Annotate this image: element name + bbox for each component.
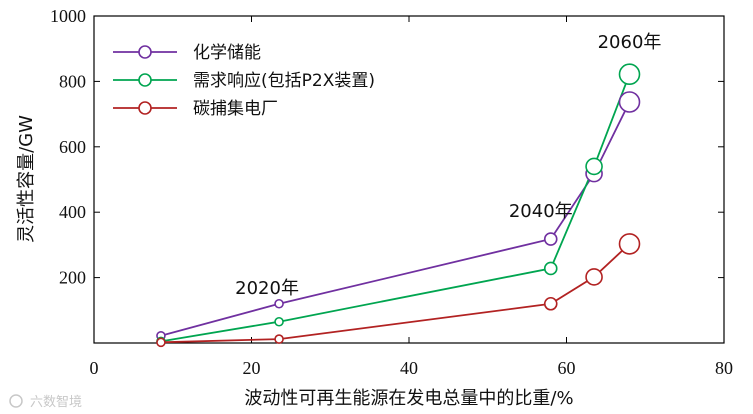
x-tick-label: 60: [558, 358, 576, 378]
y-tick-label: 200: [59, 268, 86, 288]
legend-marker-chemical-storage: [138, 45, 152, 59]
series-markers: [156, 63, 641, 348]
data-point-2-3: [585, 268, 603, 286]
annotation-year-label: 2060年: [598, 32, 662, 53]
data-point-2-0: [156, 337, 166, 348]
data-point-1-4: [618, 63, 641, 86]
x-tick-label: 40: [400, 358, 418, 378]
data-point-1-2: [543, 261, 558, 276]
y-tick-label: 400: [59, 202, 86, 222]
watermark: 六数智境: [9, 394, 82, 410]
data-point-1-3: [585, 157, 603, 176]
x-axis-label: 波动性可再生能源在发电总量中的比重/%: [244, 388, 573, 409]
data-point-0-2: [543, 232, 558, 246]
x-tick-label: 20: [243, 358, 261, 378]
legend-label-carbon-capture: 碳捕集电厂: [193, 99, 278, 119]
x-tick-label: 80: [715, 358, 733, 378]
legend-label-demand-response: 需求响应(包括P2X装置): [193, 71, 375, 91]
y-tick-label: 800: [59, 71, 86, 91]
legend-label-chemical-storage: 化学储能: [193, 43, 261, 63]
data-point-0-1: [274, 298, 284, 309]
y-axis-label: 灵活性容量/GW: [16, 115, 37, 243]
data-point-2-1: [274, 334, 284, 344]
legend-marker-demand-response: [138, 73, 152, 87]
watermark-text: 六数智境: [30, 395, 82, 410]
annotation-year-label: 2020年: [235, 278, 299, 299]
annotation-year-label: 2040年: [509, 201, 573, 222]
legend: 化学储能 需求响应(包括P2X装置) 碳捕集电厂: [113, 43, 375, 119]
data-point-1-1: [274, 316, 284, 327]
y-tick-label: 1000: [50, 6, 86, 26]
data-point-2-2: [543, 296, 558, 311]
x-tick-label: 0: [90, 358, 99, 378]
axes: 0 20 40 60 80 200 400 600 800 1000: [50, 6, 733, 378]
watermark-logo-icon: [9, 394, 23, 408]
data-point-2-4: [618, 233, 641, 255]
year-annotations: 2020年 2040年 2060年: [235, 32, 661, 299]
legend-marker-carbon-capture: [138, 101, 152, 115]
y-tick-label: 600: [59, 137, 86, 157]
data-point-0-4: [618, 91, 641, 113]
series-line-2: [160, 243, 631, 344]
